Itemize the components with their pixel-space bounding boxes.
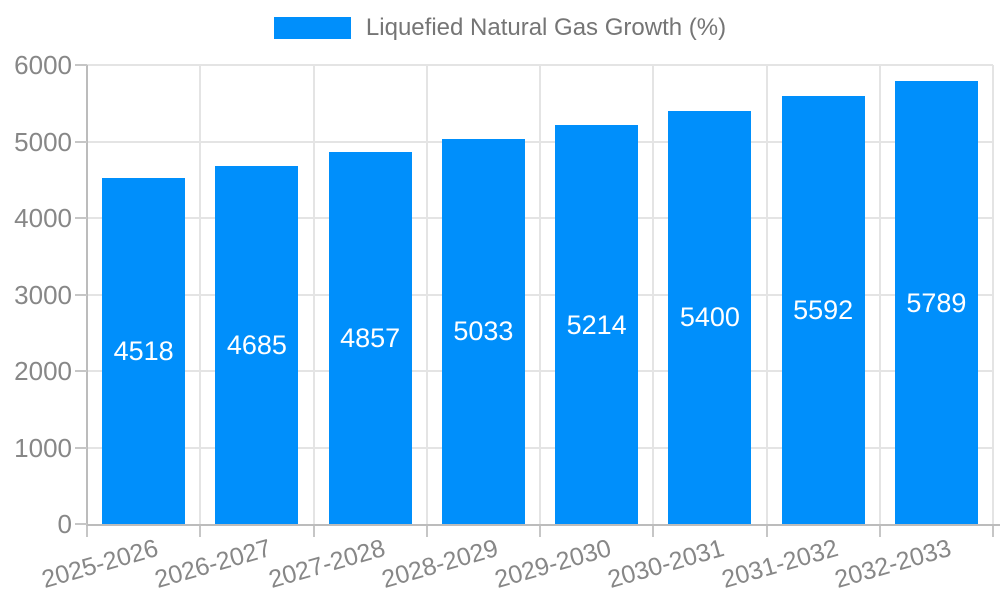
bar-2030-2031[interactable] <box>668 110 752 524</box>
bar-value-label: 4857 <box>340 323 401 354</box>
bar-2025-2026[interactable] <box>102 178 186 524</box>
x-tick-label: 2025-2026 <box>38 534 162 594</box>
y-tick-label: 6000 <box>14 50 72 80</box>
gridline-vertical <box>425 65 428 524</box>
y-tick-mark <box>75 64 87 66</box>
x-tick-label: 2029-2030 <box>491 534 615 594</box>
gridline-vertical <box>199 65 202 524</box>
bar-value-label: 5789 <box>906 287 967 318</box>
x-tick-mark <box>199 526 202 537</box>
x-tick-mark <box>425 526 428 537</box>
bar-value-label: 5592 <box>793 295 854 326</box>
x-tick-mark <box>312 526 315 537</box>
bar-2028-2029[interactable] <box>441 138 525 524</box>
bar-2026-2027[interactable] <box>215 165 299 524</box>
x-tick-mark <box>86 526 88 537</box>
bar-value-label: 5400 <box>679 302 740 333</box>
bar-value-label: 5033 <box>453 316 514 347</box>
y-tick-label: 2000 <box>14 356 72 386</box>
x-tick-label: 2026-2027 <box>151 534 275 594</box>
x-tick-mark <box>652 526 655 537</box>
y-tick-mark <box>75 446 87 449</box>
bar-value-label: 5214 <box>566 309 627 340</box>
x-tick-mark <box>539 526 541 537</box>
y-tick-mark <box>75 217 87 219</box>
x-tick-label: 2032-2033 <box>831 534 955 594</box>
bar-2027-2028[interactable] <box>328 152 412 524</box>
legend-swatch <box>273 17 351 39</box>
y-tick-label: 1000 <box>14 432 72 463</box>
x-tick-mark <box>992 526 994 537</box>
y-tick-mark <box>75 140 87 143</box>
y-tick-mark <box>75 370 87 372</box>
x-tick-label: 2031-2032 <box>718 534 841 594</box>
y-tick-mark <box>75 293 87 296</box>
gridline-vertical <box>878 65 881 524</box>
bar-value-label: 4685 <box>226 329 287 360</box>
bar-value-label: 4518 <box>113 336 174 367</box>
gridline-vertical <box>652 65 655 524</box>
legend-label: Liquefied Natural Gas Growth (%) <box>365 14 727 41</box>
y-tick-label: 5000 <box>14 126 72 157</box>
x-tick-label: 2028-2029 <box>378 534 502 594</box>
bar-2029-2030[interactable] <box>555 125 639 524</box>
x-tick-mark <box>765 526 768 537</box>
gridline-vertical <box>539 65 541 524</box>
y-tick-label: 0 <box>57 509 72 539</box>
x-tick-mark <box>878 526 881 537</box>
x-tick-label: 2030-2031 <box>604 534 728 594</box>
y-axis-line <box>86 65 88 524</box>
bar-2031-2032[interactable] <box>781 96 865 524</box>
y-tick-label: 4000 <box>14 203 72 233</box>
y-tick-label: 3000 <box>14 279 72 310</box>
bar-2032-2033[interactable] <box>894 81 978 524</box>
y-tick-mark <box>75 523 87 525</box>
gridline-vertical <box>312 65 315 524</box>
legend[interactable]: Liquefied Natural Gas Growth (%) <box>0 14 1000 42</box>
gridline-vertical <box>765 65 768 524</box>
x-tick-label: 2027-2028 <box>265 534 388 594</box>
x-axis-line <box>86 524 1000 526</box>
gridline-vertical <box>992 65 994 524</box>
